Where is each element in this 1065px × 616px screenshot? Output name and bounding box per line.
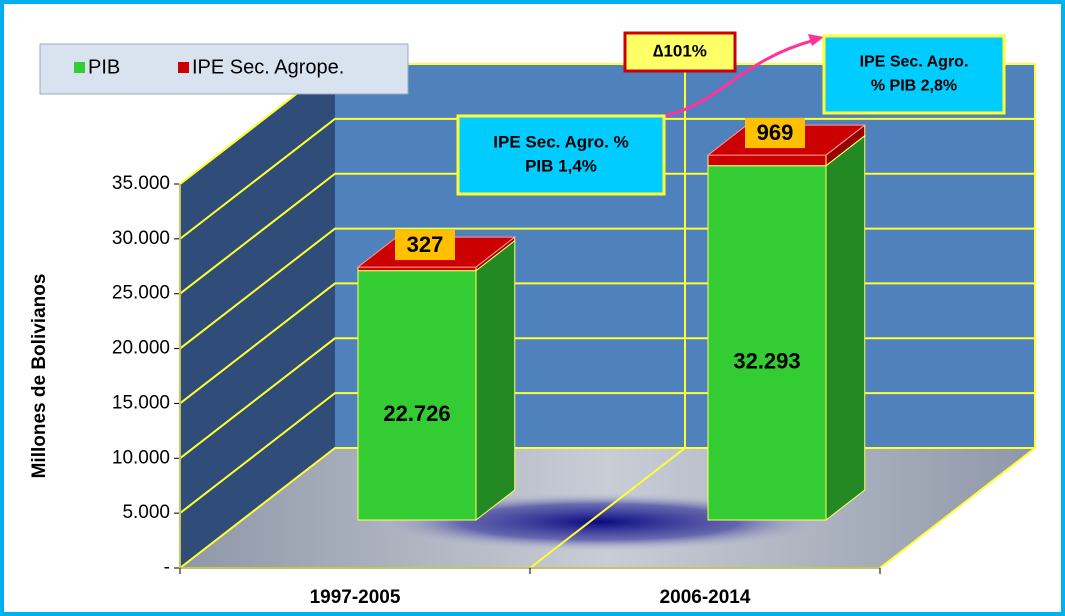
annotation-text: % PIB 2,8% xyxy=(871,78,957,95)
bar-front xyxy=(707,165,827,521)
y-tick-label: 20.000 xyxy=(112,338,170,359)
value-label: 22.726 xyxy=(383,401,450,426)
x-tick-label: 1997-2005 xyxy=(310,587,401,608)
bar-segment xyxy=(357,239,516,522)
legend-swatch xyxy=(74,62,85,73)
x-tick-label: 2006-2014 xyxy=(660,587,751,608)
value-label: 327 xyxy=(407,232,444,257)
y-axis-label: Millones de Bolivianos xyxy=(29,274,50,479)
bar-side xyxy=(825,134,866,522)
legend-label: IPE Sec. Agrope. xyxy=(192,56,344,78)
annotation-box xyxy=(456,114,666,196)
annotation-box xyxy=(822,34,1006,115)
bar-side xyxy=(475,239,516,522)
arrow xyxy=(663,38,816,118)
value-label-box xyxy=(745,118,805,149)
legend xyxy=(39,43,409,95)
y-tick-label: 15.000 xyxy=(112,392,170,413)
arrow-head xyxy=(808,34,824,46)
y-tick-label: 30.000 xyxy=(112,228,170,249)
y-tick-label: 10.000 xyxy=(112,447,170,468)
y-tick-label: 25.000 xyxy=(112,283,170,304)
left-wall xyxy=(180,64,335,568)
annotation-box xyxy=(623,31,737,73)
value-label-box xyxy=(395,230,455,261)
legend-label: PIB xyxy=(88,56,120,78)
value-label: 32.293 xyxy=(733,349,800,374)
y-tick-label: 35.000 xyxy=(112,173,170,194)
bar-front xyxy=(357,270,477,521)
bar-segment xyxy=(707,134,866,522)
annotation-text: IPE Sec. Agro. % xyxy=(493,132,628,151)
value-label: 969 xyxy=(757,120,794,145)
legend-swatch xyxy=(178,62,189,73)
y-tick-label: 5.000 xyxy=(122,502,170,523)
annotation-text: PIB 1,4% xyxy=(525,156,597,175)
bar-front xyxy=(707,154,827,167)
y-tick-label: - xyxy=(164,557,170,578)
floor-divider xyxy=(529,447,686,569)
bar-front xyxy=(357,266,477,272)
annotation-text: ∆101% xyxy=(653,41,707,60)
annotation-text: IPE Sec. Agro. xyxy=(860,54,969,71)
